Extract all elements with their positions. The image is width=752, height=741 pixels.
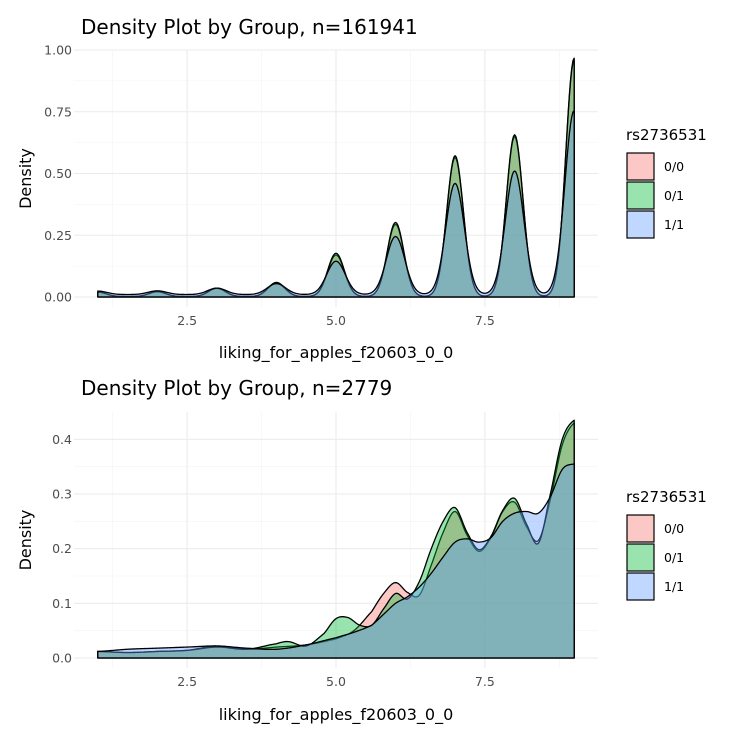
legend-swatch-0-1: [626, 181, 655, 210]
legend: rs2736531 0/0 0/1 1/1: [626, 126, 707, 239]
y-tick-label: 0.50: [44, 166, 72, 181]
chart-title: Density Plot by Group, n=161941: [81, 15, 418, 39]
legend-label: 0/0: [664, 159, 684, 174]
legend-label: 0/0: [664, 521, 684, 536]
legend-key-bg: [627, 515, 654, 542]
legend-key-bg: [627, 182, 654, 209]
y-axis-label: Density: [16, 148, 35, 209]
chart-panel-2: 2.5 5.0 7.5 0.0 0.1 0.2 0.3 0.4 Density Plot by …: [16, 376, 707, 725]
y-tick-label: 0.75: [44, 104, 72, 119]
y-tick-label: 0.3: [52, 487, 72, 502]
density-area-0-1: [97, 419, 575, 659]
x-tick-label: 5.0: [326, 674, 346, 689]
legend-key-bg: [627, 573, 654, 600]
x-tick-label: 7.5: [475, 313, 495, 328]
density-areas: [97, 419, 575, 659]
x-tick-label: 2.5: [177, 674, 197, 689]
legend-swatch-0-0: [626, 152, 655, 181]
y-tick-label: 0.00: [44, 290, 72, 305]
y-tick-label: 0.0: [52, 651, 72, 666]
x-axis-label: liking_for_apples_f20603_0_0: [219, 705, 454, 725]
chart-title: Density Plot by Group, n=2779: [81, 376, 392, 400]
legend-swatch-1-1: [626, 210, 655, 239]
tick-labels: 2.5 5.0 7.5 0.00 0.25 0.50 0.75 1.00: [44, 43, 495, 329]
legend-key-bg: [627, 153, 654, 180]
density-area-1-1: [97, 109, 575, 298]
legend-title: rs2736531: [626, 488, 707, 506]
x-axis-label: liking_for_apples_f20603_0_0: [219, 343, 454, 363]
y-tick-label: 0.2: [52, 541, 72, 556]
x-tick-label: 5.0: [326, 313, 346, 328]
legend-label: 0/1: [664, 188, 684, 203]
density-area-1-1: [97, 463, 575, 659]
chart-panel-1: 2.5 5.0 7.5 0.00 0.25 0.50 0.75 1.00 Density Plo…: [16, 15, 707, 363]
y-tick-label: 0.1: [52, 596, 72, 611]
x-tick-label: 2.5: [177, 313, 197, 328]
y-tick-label: 1.00: [44, 43, 72, 58]
legend-label: 1/1: [664, 217, 684, 232]
legend-title: rs2736531: [626, 126, 707, 144]
legend-swatch-0-0: [626, 514, 655, 543]
density-area-0-1: [97, 57, 575, 298]
legend-key-bg: [627, 544, 654, 571]
legend-swatch-0-1: [626, 543, 655, 572]
y-tick-label: 0.4: [52, 432, 72, 447]
y-axis-label: Density: [16, 510, 35, 571]
legend: rs2736531 0/0 0/1 1/1: [626, 488, 707, 601]
x-tick-label: 7.5: [475, 674, 495, 689]
legend-key-bg: [627, 211, 654, 238]
tick-labels: 2.5 5.0 7.5 0.0 0.1 0.2 0.3 0.4: [52, 432, 495, 689]
legend-label: 0/1: [664, 550, 684, 565]
density-areas: [97, 57, 575, 298]
y-tick-label: 0.25: [44, 228, 72, 243]
legend-swatch-1-1: [626, 572, 655, 601]
legend-label: 1/1: [664, 579, 684, 594]
